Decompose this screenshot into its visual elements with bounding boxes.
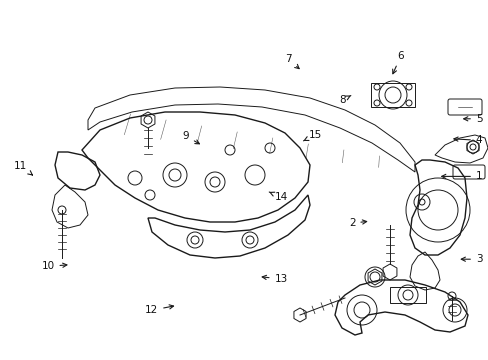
Text: 7: 7 bbox=[285, 54, 299, 69]
Text: 3: 3 bbox=[460, 254, 482, 264]
Text: 8: 8 bbox=[338, 95, 350, 105]
Text: 12: 12 bbox=[144, 305, 173, 315]
Text: 10: 10 bbox=[41, 261, 67, 271]
Text: 15: 15 bbox=[303, 130, 322, 141]
Text: 5: 5 bbox=[463, 114, 482, 124]
Text: 4: 4 bbox=[453, 135, 482, 145]
Text: 11: 11 bbox=[14, 161, 32, 175]
Text: 1: 1 bbox=[441, 171, 482, 181]
Text: 6: 6 bbox=[392, 51, 404, 74]
Text: 9: 9 bbox=[182, 131, 199, 144]
Text: 13: 13 bbox=[262, 274, 287, 284]
Text: 2: 2 bbox=[348, 218, 366, 228]
Text: 14: 14 bbox=[269, 192, 287, 202]
